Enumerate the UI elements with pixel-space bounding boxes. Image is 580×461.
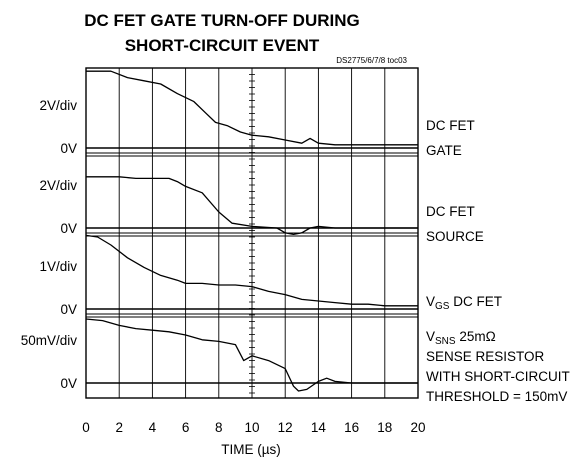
x-tick-6: 6 (182, 420, 190, 435)
zero-label-1: 0V (60, 141, 77, 156)
x-tick-labels: 0 2 4 6 8 10 12 14 16 18 20 (82, 420, 425, 435)
x-axis-label: TIME (µs) (221, 442, 281, 457)
chart-title-line-2: SHORT-CIRCUIT EVENT (125, 36, 320, 55)
document-id: DS2775/6/7/8 toc03 (336, 56, 407, 65)
x-tick-10: 10 (244, 420, 259, 435)
x-tick-4: 4 (149, 420, 157, 435)
chart-title-line-1: DC FET GATE TURN-OFF DURING (84, 11, 359, 30)
channel-name-4-line-4: THRESHOLD = 150mV (426, 389, 567, 404)
channel-name-1-line-2: GATE (426, 143, 462, 158)
channel-name-labels: DC FET GATE DC FET SOURCE VGS DC FET VSNS 25m… (426, 118, 570, 404)
x-tick-8: 8 (215, 420, 223, 435)
channel-name-2-line-1: DC FET (426, 204, 475, 219)
zero-label-2: 0V (60, 221, 77, 236)
trace-4 (85, 318, 418, 392)
x-tick-18: 18 (377, 420, 392, 435)
trace-3 (85, 234, 418, 307)
x-tick-12: 12 (278, 420, 293, 435)
zero-label-3: 0V (60, 302, 77, 317)
trace-2 (86, 176, 418, 236)
zero-label-4: 0V (60, 376, 77, 391)
channel-name-4-line-2: SENSE RESISTOR (426, 349, 545, 364)
channel-name-2-line-2: SOURCE (426, 229, 484, 244)
x-tick-16: 16 (344, 420, 359, 435)
channel-name-1-line-1: DC FET (426, 118, 475, 133)
scale-label-3: 1V/div (39, 259, 77, 274)
x-tick-20: 20 (410, 420, 425, 435)
channel-name-4-line-3: WITH SHORT-CIRCUIT (426, 369, 570, 384)
scale-label-4: 50mV/div (21, 333, 78, 348)
channel-name-4-line-1: VSNS 25mΩ (426, 329, 496, 347)
x-tick-14: 14 (311, 420, 327, 435)
waveform-traces (85, 70, 418, 392)
scale-label-2: 2V/div (39, 178, 77, 193)
trace-1 (86, 70, 418, 146)
scale-label-1: 2V/div (39, 98, 77, 113)
x-tick-0: 0 (82, 420, 90, 435)
channel-scale-labels: 2V/div 0V 2V/div 0V 1V/div 0V 50mV/div 0V (21, 98, 78, 391)
x-tick-2: 2 (115, 420, 123, 435)
channel-name-3-line-1: VGS DC FET (426, 294, 502, 312)
